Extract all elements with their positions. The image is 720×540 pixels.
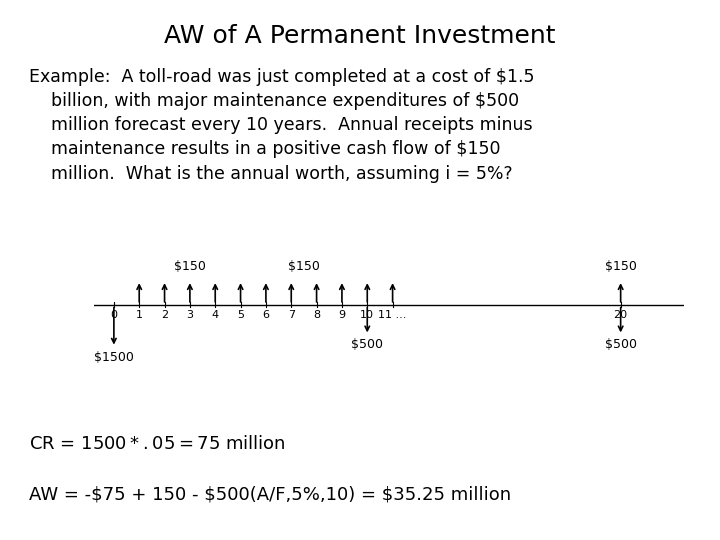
Text: AW of A Permanent Investment: AW of A Permanent Investment [164, 24, 556, 48]
Text: 3: 3 [186, 310, 194, 320]
Text: 20: 20 [613, 310, 628, 320]
Text: 2: 2 [161, 310, 168, 320]
Text: 0: 0 [110, 310, 117, 320]
Text: $150: $150 [174, 260, 206, 273]
Text: 1: 1 [135, 310, 143, 320]
Text: CR = $1500 * .05 = $75 million: CR = $1500 * .05 = $75 million [29, 435, 286, 453]
Text: $500: $500 [605, 339, 636, 352]
Text: 7: 7 [288, 310, 294, 320]
Text: 6: 6 [262, 310, 269, 320]
Text: $1500: $1500 [94, 350, 134, 363]
Text: 10: 10 [360, 310, 374, 320]
Text: 5: 5 [237, 310, 244, 320]
Text: 8: 8 [313, 310, 320, 320]
Text: $500: $500 [351, 339, 383, 352]
Text: 11 ...: 11 ... [379, 310, 407, 320]
Text: 4: 4 [212, 310, 219, 320]
Text: 9: 9 [338, 310, 346, 320]
Text: AW = -$75 + 150 - $500(A/F,5%,10) = $35.25 million: AW = -$75 + 150 - $500(A/F,5%,10) = $35.… [29, 486, 511, 504]
Text: Example:  A toll-road was just completed at a cost of $1.5
    billion, with maj: Example: A toll-road was just completed … [29, 68, 534, 183]
Text: $150: $150 [605, 260, 636, 273]
Text: $150: $150 [288, 260, 320, 273]
